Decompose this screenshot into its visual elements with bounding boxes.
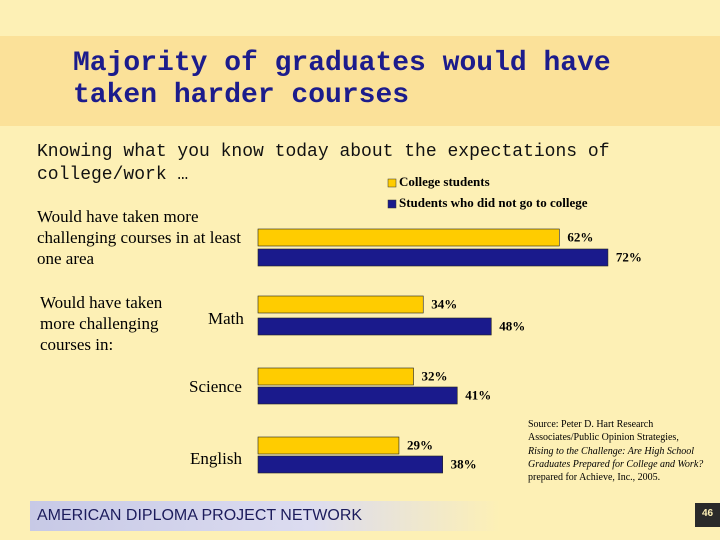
footer-text: AMERICAN DIPLOMA PROJECT NETWORK [37, 507, 363, 524]
legend-swatch [387, 178, 397, 188]
subtitle: Knowing what you know today about the ex… [37, 142, 610, 185]
value-label: 34% [431, 296, 457, 311]
category-label: Math [208, 309, 244, 328]
source-title: Rising to the Challenge: Are High School… [528, 445, 704, 470]
bar [257, 386, 458, 405]
legend-swatch [387, 199, 397, 209]
value-label: 72% [616, 249, 642, 264]
value-label: 32% [422, 368, 448, 383]
bar [257, 455, 443, 474]
bar [257, 295, 424, 314]
value-label: 38% [451, 456, 477, 471]
title-band [0, 36, 720, 126]
bar [257, 228, 560, 247]
page-number: 46 [695, 503, 720, 527]
footer-bar [30, 501, 500, 531]
source-text: Source: Peter D. Hart Research Associate… [528, 419, 679, 444]
category-label: Science [189, 377, 242, 396]
source-text: prepared for Achieve, Inc., 2005. [528, 472, 661, 484]
chart-title: Majority of graduates would have taken h… [73, 48, 611, 111]
legend-label: College students [399, 174, 490, 189]
bar [257, 367, 414, 386]
value-label: 62% [567, 229, 593, 244]
bar [257, 248, 609, 267]
bar [257, 317, 492, 336]
source-note: Source: Peter D. Hart Research Associate… [528, 418, 706, 484]
category-label: English [190, 449, 242, 468]
value-label: 41% [465, 387, 491, 402]
value-label: 48% [499, 318, 525, 333]
value-label: 29% [407, 437, 433, 452]
category-label: Would have taken more challenging course… [37, 207, 241, 268]
group-label: Would have taken more challenging course… [40, 293, 163, 354]
bar [257, 436, 400, 455]
legend-label: Students who did not go to college [399, 195, 588, 210]
